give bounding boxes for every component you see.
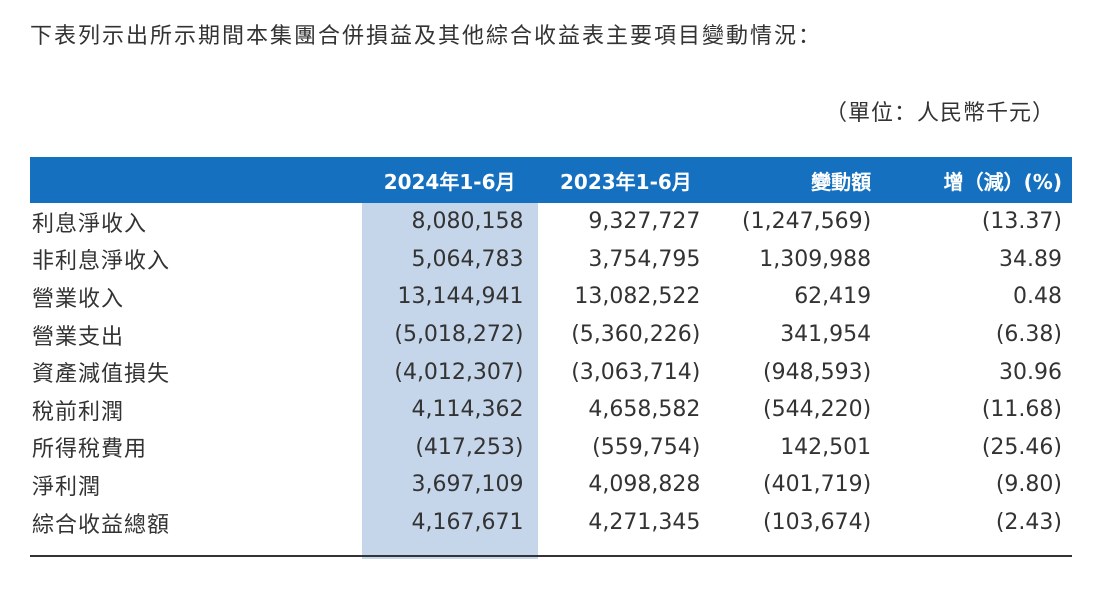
cell-item: 綜合收益總額 [32,512,171,538]
cell-pct: (6.38) [995,322,1062,348]
header-cell-change: 變動額 [811,169,872,194]
cell-item: 稅前利潤 [32,399,125,425]
table-row: 營業收入 13,144,941 13,082,522 62,419 0.48 [30,278,1072,316]
cell-change: (544,220) [763,397,872,423]
cell-value-2023: 4,271,345 [588,510,701,536]
cell-pct: (13.37) [981,209,1062,235]
cell-value-2023: (3,063,714) [571,359,701,385]
cell-value-2024: 3,697,109 [411,472,524,498]
cell-value-2023: 13,082,522 [574,284,701,310]
cell-value-2024: (5,018,272) [394,322,524,348]
financial-table: 2024年1-6月 2023年1-6月 變動額 增（減）(%) 利息淨收入 8,0… [30,157,1072,559]
cell-change: 142,501 [780,434,872,460]
cell-value-2024: 5,064,783 [411,246,524,272]
table-row: 非利息淨收入 5,064,783 3,754,795 1,309,988 34.89 [30,241,1072,279]
cell-item: 所得稅費用 [32,437,148,463]
table-bottom-rule [30,555,1072,557]
cell-pct: 0.48 [1013,284,1062,310]
table-row: 營業支出 (5,018,272) (5,360,226) 341,954 (6.38) [30,316,1072,354]
cell-pct: (2.43) [995,510,1062,536]
cell-pct: (9.80) [995,472,1062,498]
cell-value-2023: 3,754,795 [588,246,701,272]
cell-value-2023: (559,754) [592,434,701,460]
cell-item: 非利息淨收入 [32,249,171,275]
cell-value-2024: (417,253) [415,434,524,460]
cell-pct: (11.68) [981,397,1062,423]
cell-change: (1,247,569) [742,209,872,235]
cell-change: (948,593) [763,359,872,385]
current-period-highlight [362,203,538,559]
cell-value-2024: 13,144,941 [397,284,524,310]
cell-pct: 30.96 [999,359,1062,385]
cell-value-2024: 4,167,671 [411,510,524,536]
cell-value-2024: (4,012,307) [394,359,524,385]
cell-pct: 34.89 [999,246,1062,272]
cell-item: 營業收入 [32,286,125,312]
cell-value-2024: 8,080,158 [411,209,524,235]
table-body: 利息淨收入 8,080,158 9,327,727 (1,247,569) (13.37… [30,203,1072,559]
table-row: 利息淨收入 8,080,158 9,327,727 (1,247,569) (13.37… [30,203,1072,241]
cell-pct: (25.46) [981,434,1062,460]
cell-value-2023: 9,327,727 [588,209,701,235]
cell-item: 利息淨收入 [32,211,148,237]
table-row: 稅前利潤 4,114,362 4,658,582 (544,220) (11.68) [30,391,1072,429]
cell-change: (401,719) [763,472,872,498]
header-cell-pct: 增（減）(%) [943,169,1062,194]
table-row: 淨利潤 3,697,109 4,098,828 (401,719) (9.80) [30,466,1072,504]
intro-text: 下表列示出所示期間本集團合併損益及其他綜合收益表主要項目變動情況： [30,24,823,49]
cell-change: 341,954 [780,322,872,348]
cell-item: 資產減值損失 [32,362,171,388]
cell-change: (103,674) [763,510,872,536]
header-cell-2024: 2024年1-6月 [383,169,516,194]
table-header-row: 2024年1-6月 2023年1-6月 變動額 增（減）(%) [30,157,1072,203]
cell-value-2023: 4,658,582 [588,397,701,423]
cell-item: 營業支出 [32,324,125,350]
cell-change: 1,309,988 [759,246,872,272]
cell-change: 62,419 [794,284,872,310]
unit-note: （單位：人民幣千元） [824,101,1055,126]
cell-value-2023: 4,098,828 [588,472,701,498]
cell-item: 淨利潤 [32,474,102,500]
table-row: 資產減值損失 (4,012,307) (3,063,714) (948,593) 30.… [30,353,1072,391]
table-row: 所得稅費用 (417,253) (559,754) 142,501 (25.46) [30,429,1072,467]
cell-value-2023: (5,360,226) [571,322,701,348]
table-row: 綜合收益總額 4,167,671 4,271,345 (103,674) (2.43) [30,504,1072,542]
header-cell-2023: 2023年1-6月 [560,169,692,194]
cell-value-2024: 4,114,362 [411,397,524,423]
